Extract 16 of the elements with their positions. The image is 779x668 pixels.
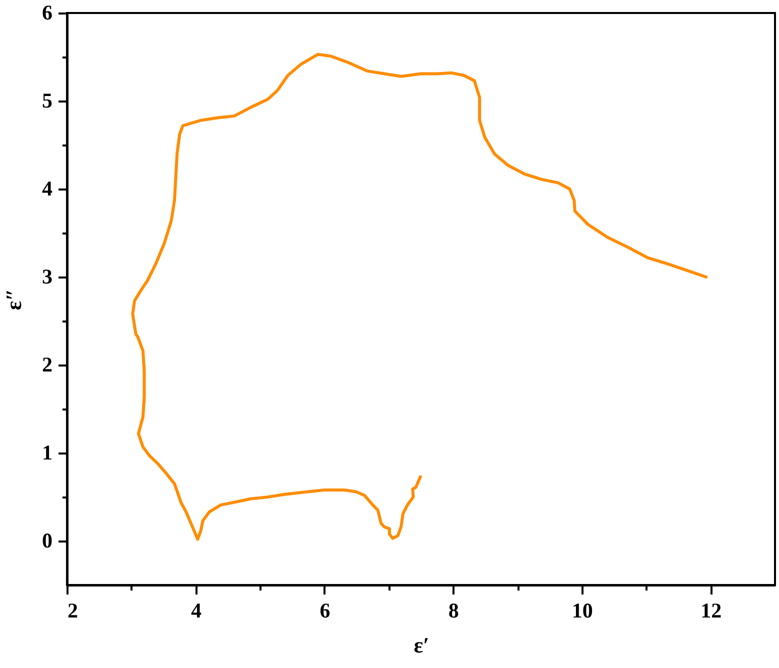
x-tick-label: 8 [448,598,459,622]
y-tick-label: 1 [42,440,52,464]
y-tick-label: 6 [42,0,52,24]
x-tick-label: 4 [190,598,202,622]
y-tick-label: 4 [42,176,53,200]
line-series [131,52,708,541]
x-tick-label: 6 [320,598,330,622]
y-tick-label: 2 [42,352,52,376]
y-tick-label: 3 [42,264,52,288]
x-tick-label: 2 [68,598,78,622]
x-tick-label: 10 [572,598,593,622]
y-axis-title: ε″ [1,288,26,310]
x-axis-title: ε′ [414,632,430,658]
y-tick-label: 5 [42,88,52,112]
x-tick-label: 12 [700,598,722,622]
y-tick-label: 0 [42,528,52,552]
